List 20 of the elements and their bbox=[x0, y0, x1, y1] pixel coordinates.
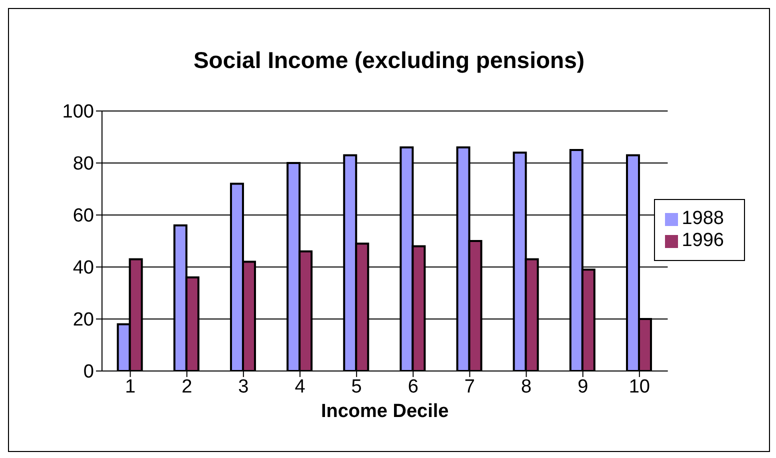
x-tick-label: 2 bbox=[182, 376, 192, 398]
y-tick-label: 60 bbox=[72, 206, 94, 227]
x-tick-label: 5 bbox=[351, 376, 362, 398]
x-tick-label: 6 bbox=[408, 376, 418, 398]
y-tick-label: 100 bbox=[62, 102, 94, 123]
x-tick-label: 3 bbox=[238, 376, 249, 398]
y-tick-label: 20 bbox=[72, 310, 94, 331]
x-tick-label: 8 bbox=[521, 376, 532, 398]
legend-label: 1996 bbox=[682, 230, 724, 251]
chart-title: Social Income (excluding pensions) bbox=[192, 47, 586, 74]
y-tick-label: 80 bbox=[72, 154, 94, 175]
y-tick-label: 40 bbox=[72, 258, 94, 279]
x-tick-label: 1 bbox=[124, 376, 136, 398]
x-tick-label: 7 bbox=[464, 376, 476, 398]
y-tick-label: 0 bbox=[83, 362, 94, 383]
x-axis-title: Income Decile bbox=[320, 401, 449, 422]
x-tick-label: 9 bbox=[578, 376, 588, 398]
x-tick-label: 4 bbox=[294, 376, 306, 398]
legend-label: 1988 bbox=[682, 208, 724, 229]
x-tick-label: 10 bbox=[628, 376, 650, 398]
